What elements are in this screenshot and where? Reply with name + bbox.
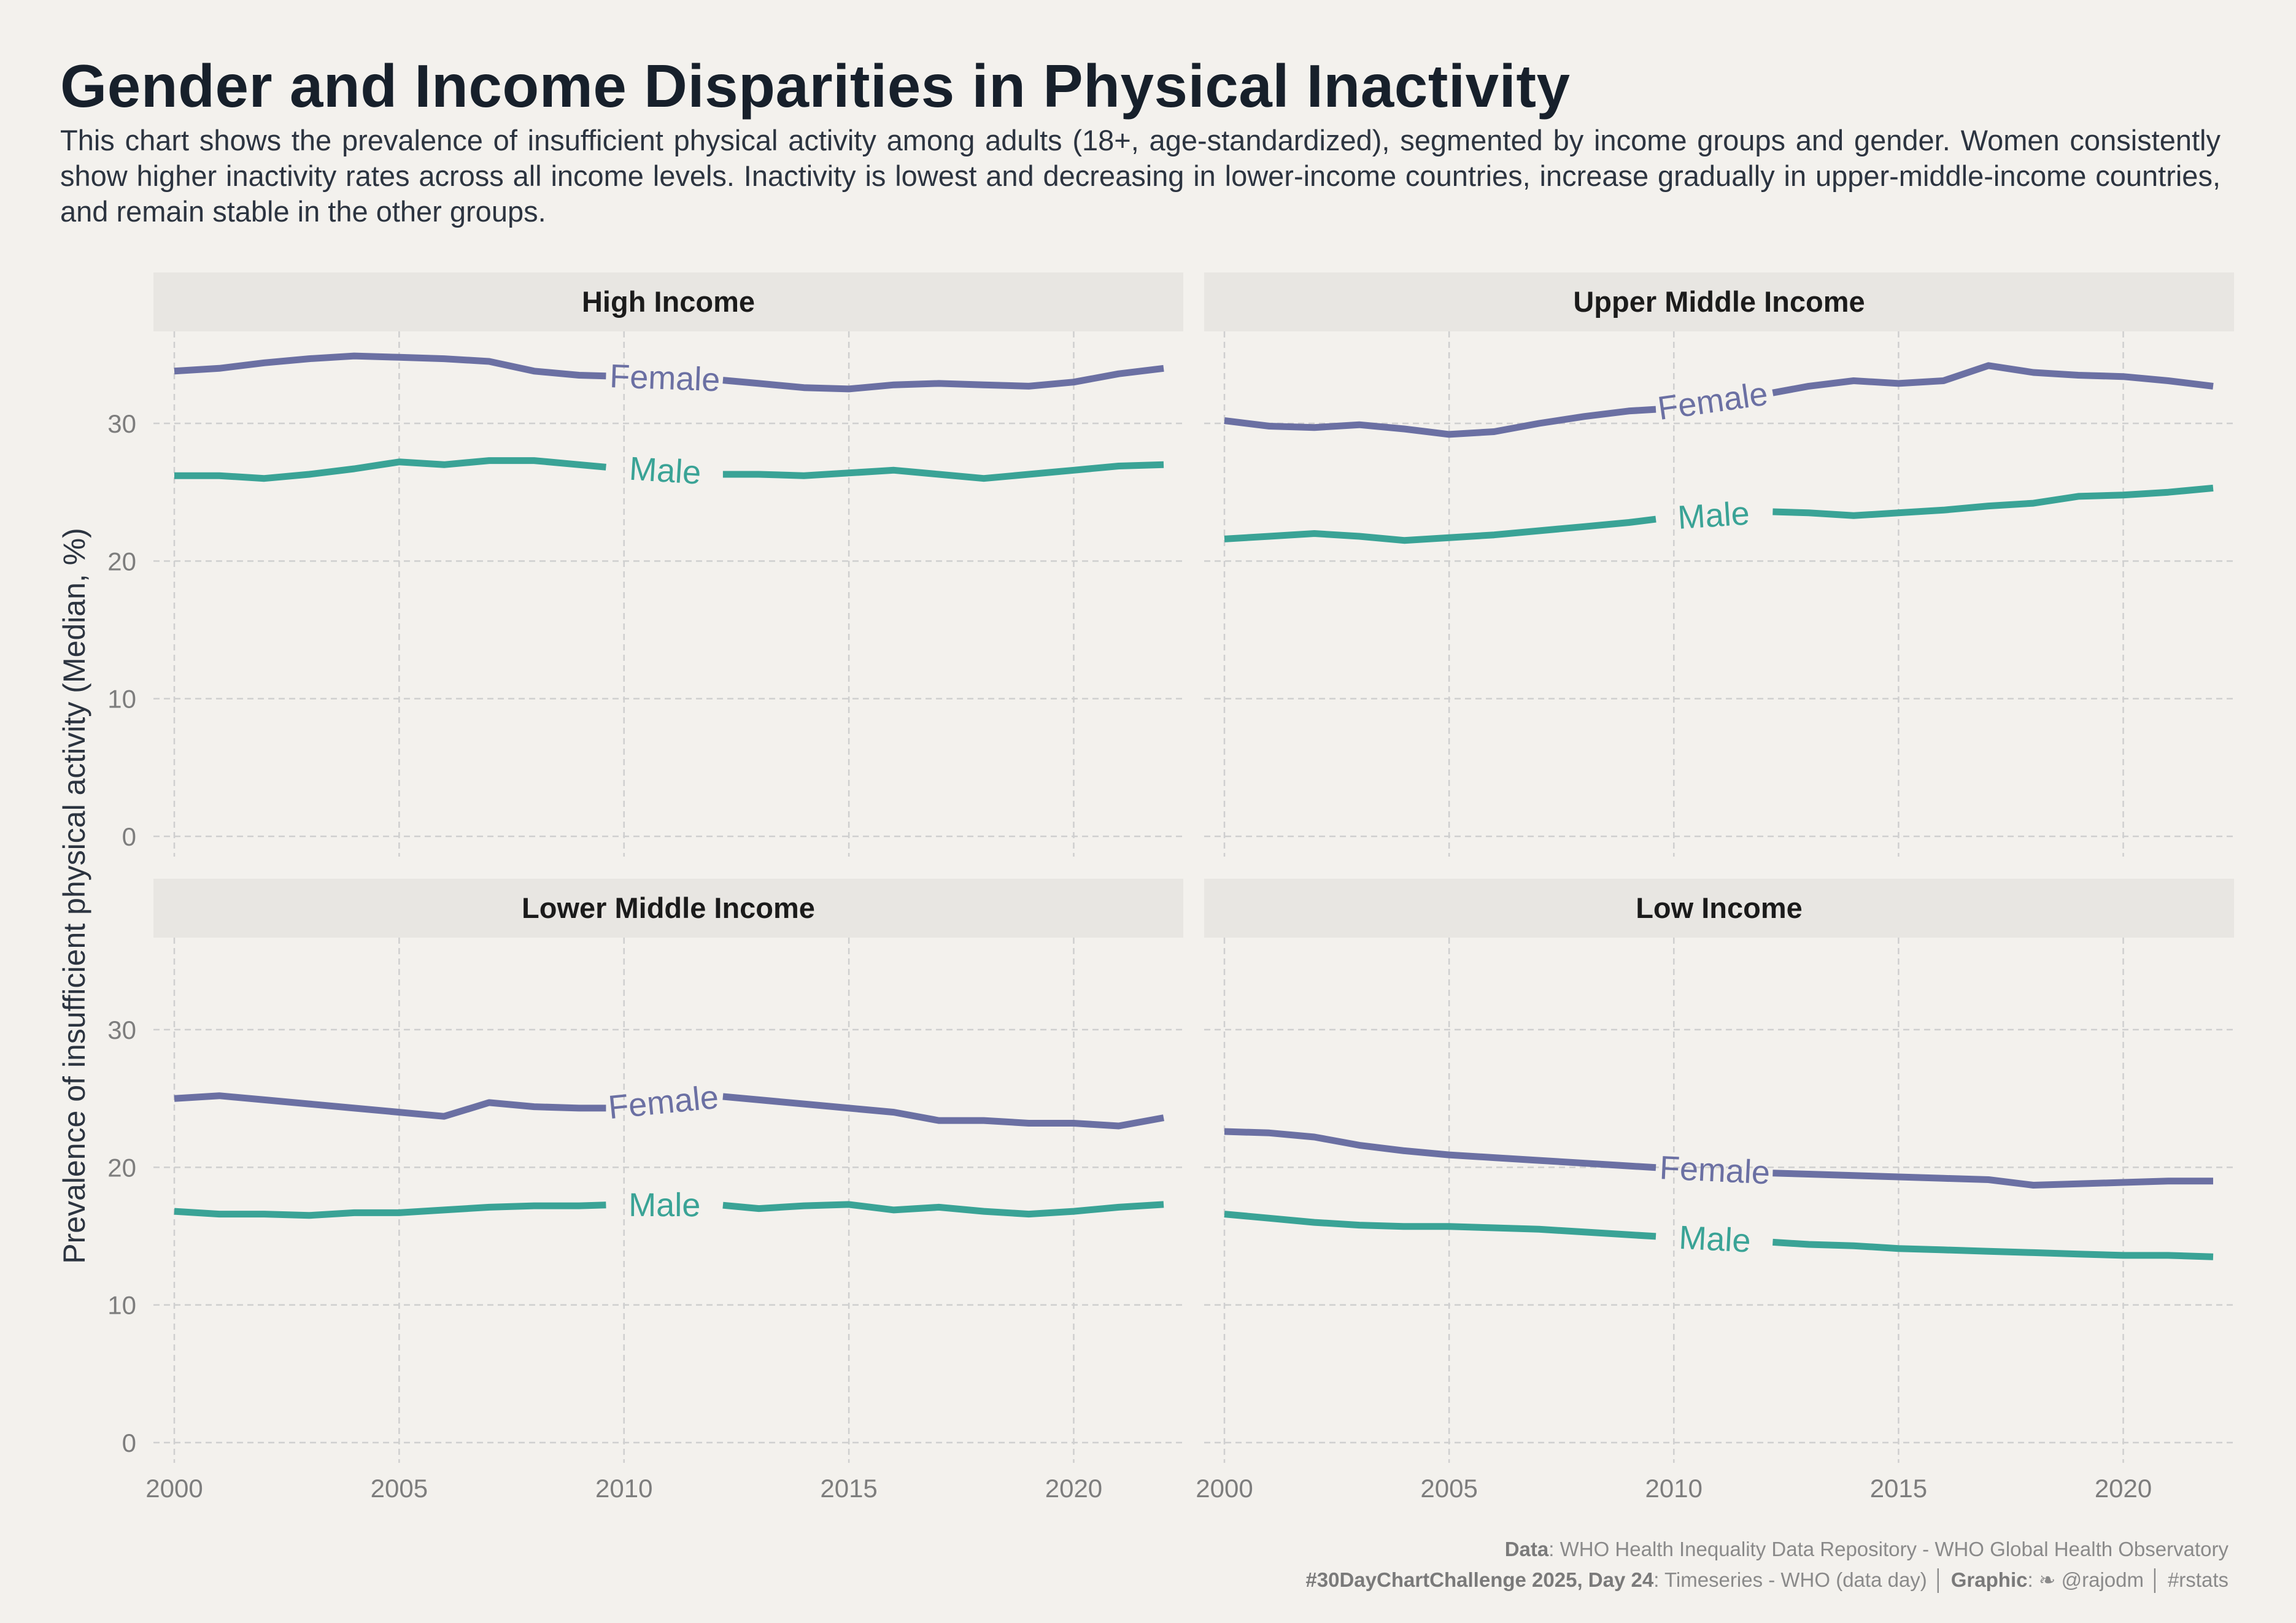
panel-title: Lower Middle Income	[522, 892, 815, 924]
series-label-female: Female	[1655, 376, 1770, 428]
series-line-female	[1224, 1128, 1656, 1171]
x-tick-label: 2000	[1196, 1474, 1253, 1503]
series-line-male	[1224, 515, 1656, 544]
series-line-male	[722, 461, 1164, 482]
panel-title: Low Income	[1636, 892, 1803, 924]
y-tick-label: 30	[107, 409, 136, 438]
panel-strip	[1204, 879, 2234, 938]
series-label-male: Male	[1677, 495, 1751, 536]
panel-title: High Income	[582, 285, 755, 318]
caption-challenge-label: #30DayChartChallenge 2025, Day 24	[1305, 1568, 1654, 1591]
panel-high-income: High Income 0 10 20 30 Female Male	[107, 272, 1183, 857]
x-tick-label: 2020	[2095, 1474, 2152, 1503]
panel-lower-middle-income: Lower Middle Income 0 10 20 30 2000 2005 2010 20…	[107, 879, 1183, 1503]
panel-strip	[153, 272, 1183, 331]
series-line-male	[1224, 1211, 1656, 1240]
caption-data-text: : WHO Health Inequality Data Repository …	[1548, 1538, 2228, 1560]
panel-low-income: Low Income 2000 2005 2010 2015 2020 Female Male	[1196, 879, 2234, 1503]
y-tick-label: 0	[122, 822, 136, 851]
y-tick-label: 20	[107, 547, 136, 576]
series-label-female: Female	[609, 358, 721, 398]
panel-upper-middle-income: Upper Middle Income Female Male	[1204, 272, 2234, 857]
x-tick-label: 2010	[595, 1474, 652, 1503]
y-tick-label: 10	[107, 1291, 136, 1320]
chart-title: Gender and Income Disparities in Physica…	[60, 52, 1571, 120]
caption-graphic-label: Graphic	[1950, 1568, 2028, 1591]
caption-line-credits: #30DayChartChallenge 2025, Day 24: Times…	[1305, 1565, 2228, 1595]
panel-strip	[153, 879, 1183, 938]
chart-subtitle: This chart shows the prevalence of insuf…	[60, 124, 2221, 228]
y-axis-title: Prevalence of insufficient physical acti…	[57, 528, 91, 1264]
caption-challenge-text: : Timeseries - WHO (data day) │	[1653, 1568, 1951, 1591]
series-label-male: Male	[628, 1187, 700, 1224]
panel-strip	[1204, 272, 2234, 331]
series-line-female	[722, 1093, 1164, 1130]
x-tick-label: 2015	[820, 1474, 877, 1503]
series-label-male: Male	[1678, 1219, 1752, 1260]
x-tick-label: 2005	[371, 1474, 428, 1503]
series-line-female	[174, 352, 606, 380]
caption-data-label: Data	[1504, 1538, 1549, 1560]
x-tick-label: 2000	[145, 1474, 203, 1503]
series-line-male	[174, 457, 606, 482]
series-line-male	[722, 1201, 1164, 1218]
series-line-female	[1772, 362, 2214, 396]
caption: Data: WHO Health Inequality Data Reposit…	[1305, 1534, 2228, 1595]
series-label-female: Female	[1659, 1149, 1771, 1191]
x-tick-label: 2005	[1420, 1474, 1477, 1503]
y-tick-label: 10	[107, 685, 136, 714]
series-line-female	[722, 364, 1164, 393]
series-line-male	[1772, 1238, 2214, 1260]
y-tick-label: 0	[122, 1428, 136, 1457]
y-tick-label: 20	[107, 1153, 136, 1182]
series-line-male	[174, 1201, 606, 1219]
x-tick-label: 2020	[1045, 1474, 1102, 1503]
y-tick-label: 30	[107, 1016, 136, 1044]
series-line-female	[174, 1092, 606, 1120]
caption-graphic-text: : ❧ @rajodm │ #rstats	[2027, 1568, 2228, 1591]
series-line-male	[1772, 484, 2214, 519]
caption-line-data: Data: WHO Health Inequality Data Reposit…	[1305, 1534, 2228, 1565]
x-tick-label: 2010	[1645, 1474, 1703, 1503]
panel-title: Upper Middle Income	[1573, 285, 1865, 318]
x-tick-label: 2015	[1870, 1474, 1927, 1503]
series-label-male: Male	[628, 450, 702, 492]
series-line-female	[1224, 406, 1656, 438]
series-line-female	[1772, 1170, 2213, 1189]
